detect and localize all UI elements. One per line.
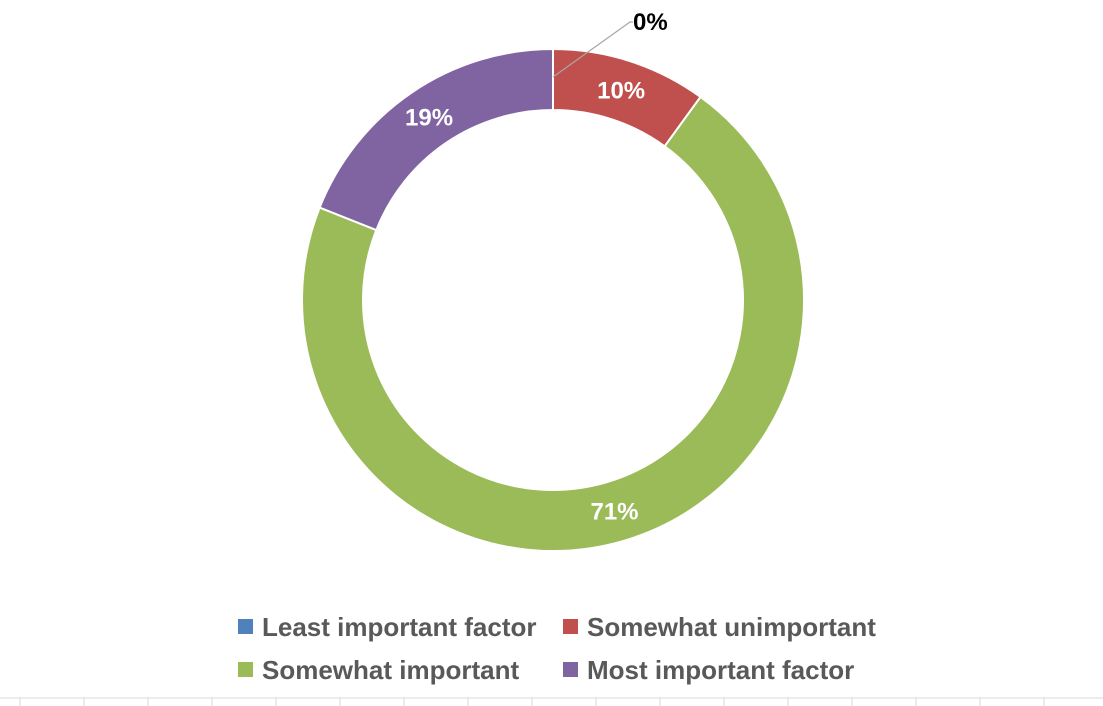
legend-label-somewhat-unimportant: Somewhat unimportant: [587, 612, 876, 642]
legend-swatch-somewhat-important: [238, 662, 253, 677]
legend-label-somewhat-important: Somewhat important: [262, 655, 519, 685]
data-labels-layer: 0% 10% 71% 19%: [405, 9, 668, 526]
slice-somewhat-important: [301, 95, 805, 552]
data-label-somewhat-important: 71%: [590, 499, 638, 526]
data-label-least-important-factor: 0%: [633, 9, 668, 36]
legend-label-least-important-factor: Least important factor: [262, 612, 537, 642]
data-label-most-important-factor: 19%: [405, 105, 453, 132]
legend-swatch-somewhat-unimportant: [563, 619, 578, 634]
legend-swatch-least-important-factor: [238, 619, 253, 634]
legend-swatch-most-important-factor: [563, 662, 578, 677]
leader-line-least-important-factor: [552, 21, 633, 78]
bottom-divider: [0, 697, 1103, 706]
legend: Least important factor Somewhat unimporta…: [238, 612, 876, 685]
legend-label-most-important-factor: Most important factor: [587, 655, 854, 685]
slices-layer: [301, 47, 805, 552]
data-label-somewhat-unimportant: 10%: [597, 77, 645, 104]
slice-most-important-factor: [318, 47, 554, 232]
